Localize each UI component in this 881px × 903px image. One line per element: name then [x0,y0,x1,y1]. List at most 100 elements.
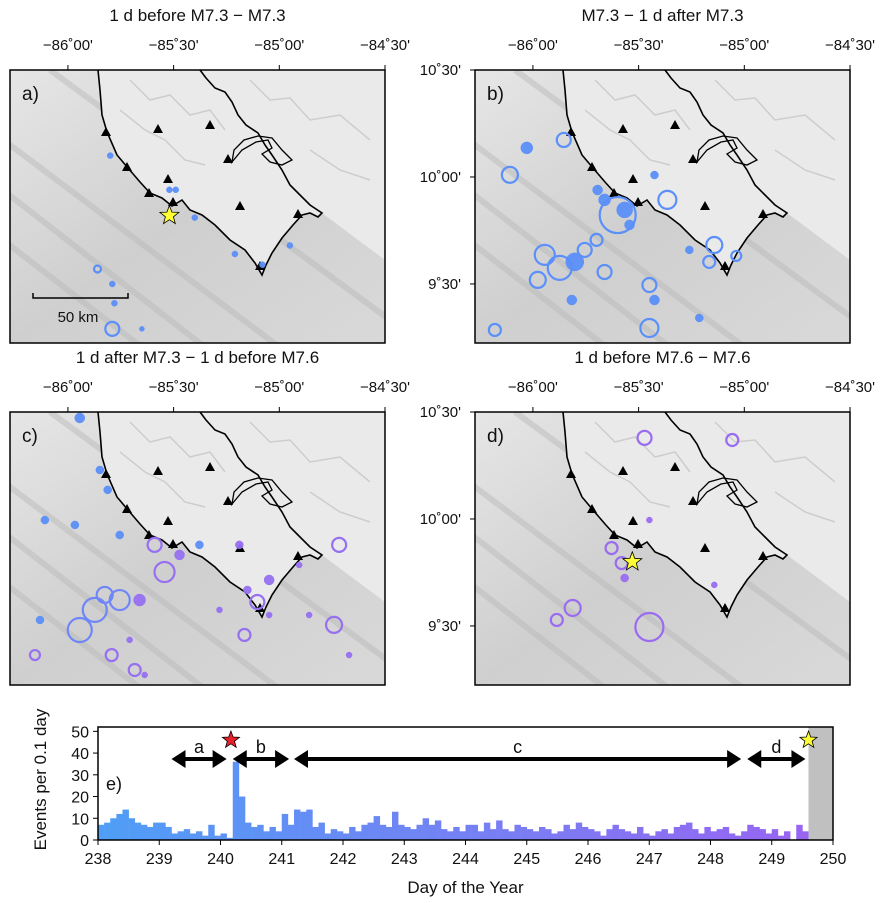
bar [502,829,508,840]
bar [766,833,772,840]
x-tick-label: −85˚00' [719,37,769,54]
bar [704,827,710,840]
x-tick-label: −85˚30' [149,37,199,54]
x-tick-label: −85˚00' [254,379,304,396]
bar [172,833,178,840]
y-tick-label: 40 [71,746,89,763]
event [134,594,146,606]
bar [233,762,239,840]
bar [129,818,135,840]
bar [772,829,778,840]
bar [637,827,643,840]
event [96,466,104,474]
event [107,153,113,159]
y-tick-label: 9˚30' [428,618,461,635]
bar [698,833,704,840]
event [711,582,717,588]
event [41,516,49,524]
event [266,612,272,618]
event [521,142,533,154]
figure: 1 d before M7.3 − M7.3 −86˚00' −85˚30' −85˚… [0,0,881,898]
event [175,550,185,560]
bar [386,827,392,840]
event [646,517,652,523]
bar [508,831,514,840]
bar [374,816,380,840]
panel-label: a) [22,84,39,105]
event [695,314,703,322]
bar [208,825,214,840]
arrow-head [727,750,741,768]
x-tick-label: −84˚30' [360,379,410,396]
x-tick-label: −86˚00' [43,379,93,396]
bar [300,812,306,840]
bar [270,827,276,840]
bar [655,831,661,840]
bar [551,833,557,840]
event [104,486,112,494]
y-tick-label: 9˚30' [428,276,461,293]
event [346,652,352,658]
bar [662,829,668,840]
x-tick-label: 242 [330,851,357,868]
bar [576,823,582,840]
x-tick-label: 245 [513,851,540,868]
x-tick-label: 240 [207,851,234,868]
event [259,262,265,268]
interval-label: a [194,737,205,757]
x-tick-label: −85˚30' [614,379,664,396]
bar [178,831,184,840]
event [599,194,611,206]
bar [674,827,680,840]
x-tick-label: −86˚00' [43,37,93,54]
panel-label: c) [22,426,38,447]
y-tick-label: 20 [71,790,89,807]
event [173,187,179,193]
y-tick-label: 30 [71,768,89,785]
bar [668,833,674,840]
bar [729,833,735,840]
event [216,607,222,613]
bar [753,827,759,840]
bar [564,825,570,840]
bar [159,823,165,840]
bar [466,825,472,840]
bar [123,810,129,840]
event [617,202,633,218]
bar [380,825,386,840]
bar [141,825,147,840]
event [116,531,124,539]
panel-label: e) [106,774,122,794]
bar [398,825,404,840]
bar [717,829,723,840]
x-tick-label: 241 [268,851,295,868]
event [625,220,635,230]
bar [441,829,447,840]
bar [533,831,539,840]
bar [135,823,141,840]
panel-title: 1 d before M7.6 − M7.6 [574,348,750,367]
bar [643,833,649,840]
bar [527,829,533,840]
bar [453,827,459,840]
bar [361,825,367,840]
bar [484,823,490,840]
x-tick-label: −85˚00' [254,37,304,54]
panel-title: 1 d before M7.3 − M7.3 [109,6,285,25]
bar [98,825,104,840]
bar [582,827,588,840]
bar [539,827,545,840]
panel-label: b) [487,84,504,105]
event [566,253,584,271]
interval-label: c [513,737,522,757]
panel-title: M7.3 − 1 d after M7.3 [581,6,743,25]
bar [594,831,600,840]
bar [251,827,257,840]
bar [459,831,465,840]
bar [116,814,122,840]
bar [711,831,717,840]
arrow-head [791,750,805,768]
interval-label: d [771,737,781,757]
event [685,246,693,254]
arrow-head [747,750,761,768]
